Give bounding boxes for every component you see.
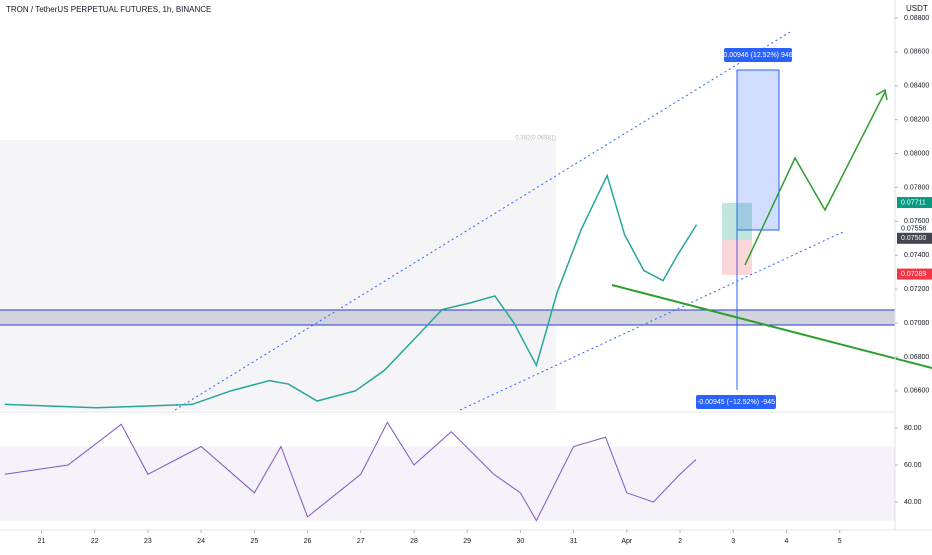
rsi-band	[0, 446, 895, 521]
rsi-line	[4, 421, 697, 522]
y-tick-label: 0.07000	[904, 320, 929, 327]
price-tag-label: 0.07289	[901, 271, 926, 278]
price-tag	[897, 268, 932, 280]
price-tag	[897, 232, 932, 244]
price-line	[4, 173, 698, 409]
fib-zone	[0, 140, 556, 410]
x-tick-label: 5	[838, 538, 842, 545]
y-tick-label: 0.08600	[904, 49, 929, 56]
channel-line	[459, 231, 844, 411]
rsi-tick-label: 60.00	[904, 462, 922, 469]
chart-title: TRON / TetherUS PERPETUAL FUTURES, 1h, B…	[6, 5, 211, 14]
price-tag	[897, 197, 932, 209]
price-tag	[897, 222, 932, 234]
x-tick-label: Apr	[621, 538, 633, 545]
arrow-head	[875, 88, 888, 101]
x-tick-label: 31	[570, 538, 578, 545]
price-tag-label: 0.07558	[901, 225, 926, 232]
x-tick-label: 24	[197, 538, 205, 545]
x-tick-label: 2	[678, 538, 682, 545]
y-tick-label: 0.08000	[904, 150, 929, 157]
rsi-tick-label: 40.00	[904, 499, 922, 506]
y-tick-label: 0.08400	[904, 83, 929, 90]
y-tick-label: 0.06600	[904, 388, 929, 395]
measure-label-bg	[696, 395, 776, 409]
rsi-tick-label: 80.00	[904, 425, 922, 432]
x-tick-label: 26	[304, 538, 312, 545]
y-tick-label: 0.08800	[904, 15, 929, 22]
y-tick-label: 0.07600	[904, 218, 929, 225]
y-tick-label: 0.07400	[904, 252, 929, 259]
measure-label-bg	[724, 48, 792, 62]
x-tick-label: 4	[784, 538, 788, 545]
x-tick-label: 23	[144, 538, 152, 545]
x-tick-label: 21	[38, 538, 46, 545]
measure-label: 0.00946 (12.52%) 946	[723, 52, 792, 59]
fib-label: 0.382(0.06981)	[515, 136, 556, 142]
projection	[744, 91, 886, 266]
y-tick-label: 0.08200	[904, 117, 929, 124]
axis-unit: USDT	[906, 4, 928, 13]
x-tick-label: 25	[250, 538, 258, 545]
x-tick-label: 29	[463, 538, 471, 545]
measure-box	[736, 69, 780, 231]
y-tick-label: 0.07200	[904, 286, 929, 293]
price-tag-label: 0.07711	[901, 199, 926, 206]
y-tick-label: 0.07800	[904, 184, 929, 191]
measure-label: -0.00945 (−12.52%) -945	[697, 399, 775, 406]
x-tick-label: 3	[731, 538, 735, 545]
stop-box	[722, 240, 752, 275]
x-tick-label: 22	[91, 538, 99, 545]
x-tick-label: 27	[357, 538, 365, 545]
trend-line	[611, 284, 932, 369]
y-tick-label: 0.06800	[904, 354, 929, 361]
price-tag-label: 0.07500	[901, 235, 926, 242]
x-tick-label: 28	[410, 538, 418, 545]
target-box	[722, 203, 752, 240]
channel-line	[174, 31, 791, 411]
range-zone	[0, 310, 895, 325]
x-tick-label: 30	[516, 538, 524, 545]
